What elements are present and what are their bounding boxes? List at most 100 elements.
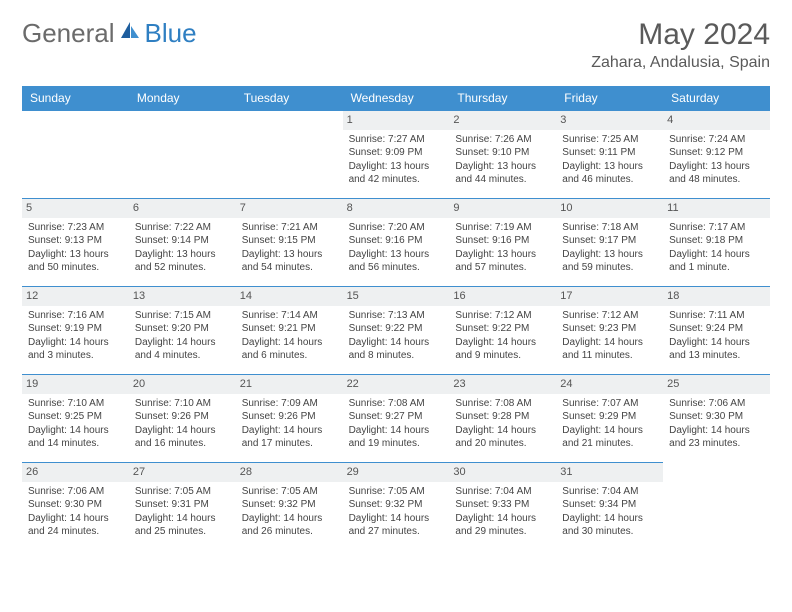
day-number: 19 [22,375,129,394]
day-cell: 19Sunrise: 7:10 AMSunset: 9:25 PMDayligh… [22,374,129,462]
daylight-line: Daylight: 14 hours and 21 minutes. [562,424,657,451]
weekday-header: Tuesday [236,86,343,110]
header: General Blue May 2024 Zahara, Andalusia,… [22,18,770,72]
daylight-line: Daylight: 14 hours and 29 minutes. [455,512,550,539]
day-number: 13 [129,287,236,306]
daylight-line: Daylight: 14 hours and 30 minutes. [562,512,657,539]
sunset-line: Sunset: 9:30 PM [28,498,123,512]
sunrise-line: Sunrise: 7:05 AM [349,485,444,499]
sunrise-line: Sunrise: 7:13 AM [349,309,444,323]
day-number: 21 [236,375,343,394]
sunset-line: Sunset: 9:27 PM [349,410,444,424]
day-cell: 23Sunrise: 7:08 AMSunset: 9:28 PMDayligh… [449,374,556,462]
sunset-line: Sunset: 9:25 PM [28,410,123,424]
weekday-header: Wednesday [343,86,450,110]
sunrise-line: Sunrise: 7:05 AM [242,485,337,499]
day-number: 10 [556,199,663,218]
brand-logo: General Blue [22,18,197,49]
day-cell: 9Sunrise: 7:19 AMSunset: 9:16 PMDaylight… [449,198,556,286]
daylight-line: Daylight: 14 hours and 16 minutes. [135,424,230,451]
daylight-line: Daylight: 14 hours and 9 minutes. [455,336,550,363]
day-cell: 2Sunrise: 7:26 AMSunset: 9:10 PMDaylight… [449,110,556,198]
daylight-line: Daylight: 13 hours and 56 minutes. [349,248,444,275]
day-number: 23 [449,375,556,394]
day-number: 7 [236,199,343,218]
sunrise-line: Sunrise: 7:04 AM [562,485,657,499]
day-cell: 11Sunrise: 7:17 AMSunset: 9:18 PMDayligh… [663,198,770,286]
sunrise-line: Sunrise: 7:12 AM [455,309,550,323]
sunset-line: Sunset: 9:15 PM [242,234,337,248]
sunrise-line: Sunrise: 7:27 AM [349,133,444,147]
sunset-line: Sunset: 9:30 PM [669,410,764,424]
sunrise-line: Sunrise: 7:08 AM [455,397,550,411]
sunrise-line: Sunrise: 7:11 AM [669,309,764,323]
weekday-header: Monday [129,86,236,110]
blank-cell [22,110,129,198]
sunset-line: Sunset: 9:23 PM [562,322,657,336]
day-number: 29 [343,463,450,482]
sunset-line: Sunset: 9:22 PM [455,322,550,336]
sunset-line: Sunset: 9:09 PM [349,146,444,160]
day-cell: 27Sunrise: 7:05 AMSunset: 9:31 PMDayligh… [129,462,236,550]
day-cell: 25Sunrise: 7:06 AMSunset: 9:30 PMDayligh… [663,374,770,462]
day-cell: 4Sunrise: 7:24 AMSunset: 9:12 PMDaylight… [663,110,770,198]
sunrise-line: Sunrise: 7:15 AM [135,309,230,323]
weekday-header: Sunday [22,86,129,110]
daylight-line: Daylight: 13 hours and 50 minutes. [28,248,123,275]
day-cell: 30Sunrise: 7:04 AMSunset: 9:33 PMDayligh… [449,462,556,550]
daylight-line: Daylight: 14 hours and 13 minutes. [669,336,764,363]
brand-text-blue: Blue [145,18,197,49]
daylight-line: Daylight: 14 hours and 14 minutes. [28,424,123,451]
day-number: 15 [343,287,450,306]
blank-cell [236,110,343,198]
weekday-header: Thursday [449,86,556,110]
sunset-line: Sunset: 9:22 PM [349,322,444,336]
daylight-line: Daylight: 14 hours and 23 minutes. [669,424,764,451]
sunset-line: Sunset: 9:28 PM [455,410,550,424]
sunrise-line: Sunrise: 7:26 AM [455,133,550,147]
day-cell: 28Sunrise: 7:05 AMSunset: 9:32 PMDayligh… [236,462,343,550]
sunset-line: Sunset: 9:14 PM [135,234,230,248]
day-cell: 26Sunrise: 7:06 AMSunset: 9:30 PMDayligh… [22,462,129,550]
day-number: 8 [343,199,450,218]
sunrise-line: Sunrise: 7:23 AM [28,221,123,235]
sail-icon [119,20,141,47]
sunset-line: Sunset: 9:33 PM [455,498,550,512]
sunset-line: Sunset: 9:18 PM [669,234,764,248]
day-number: 17 [556,287,663,306]
sunrise-line: Sunrise: 7:17 AM [669,221,764,235]
sunrise-line: Sunrise: 7:05 AM [135,485,230,499]
day-number: 11 [663,199,770,218]
sunset-line: Sunset: 9:17 PM [562,234,657,248]
sunrise-line: Sunrise: 7:14 AM [242,309,337,323]
daylight-line: Daylight: 14 hours and 3 minutes. [28,336,123,363]
sunset-line: Sunset: 9:26 PM [135,410,230,424]
day-number: 4 [663,111,770,130]
sunrise-line: Sunrise: 7:19 AM [455,221,550,235]
daylight-line: Daylight: 14 hours and 19 minutes. [349,424,444,451]
sunrise-line: Sunrise: 7:06 AM [669,397,764,411]
daylight-line: Daylight: 14 hours and 17 minutes. [242,424,337,451]
daylight-line: Daylight: 13 hours and 48 minutes. [669,160,764,187]
day-number: 26 [22,463,129,482]
sunrise-line: Sunrise: 7:18 AM [562,221,657,235]
daylight-line: Daylight: 13 hours and 42 minutes. [349,160,444,187]
day-cell: 18Sunrise: 7:11 AMSunset: 9:24 PMDayligh… [663,286,770,374]
sunset-line: Sunset: 9:12 PM [669,146,764,160]
daylight-line: Daylight: 14 hours and 24 minutes. [28,512,123,539]
sunset-line: Sunset: 9:21 PM [242,322,337,336]
day-number: 27 [129,463,236,482]
sunset-line: Sunset: 9:19 PM [28,322,123,336]
daylight-line: Daylight: 14 hours and 4 minutes. [135,336,230,363]
day-number: 2 [449,111,556,130]
day-cell: 3Sunrise: 7:25 AMSunset: 9:11 PMDaylight… [556,110,663,198]
sunrise-line: Sunrise: 7:08 AM [349,397,444,411]
day-cell: 14Sunrise: 7:14 AMSunset: 9:21 PMDayligh… [236,286,343,374]
sunrise-line: Sunrise: 7:22 AM [135,221,230,235]
day-number: 16 [449,287,556,306]
location-text: Zahara, Andalusia, Spain [591,54,770,72]
daylight-line: Daylight: 13 hours and 46 minutes. [562,160,657,187]
sunset-line: Sunset: 9:32 PM [349,498,444,512]
title-block: May 2024 Zahara, Andalusia, Spain [591,18,770,72]
sunset-line: Sunset: 9:32 PM [242,498,337,512]
